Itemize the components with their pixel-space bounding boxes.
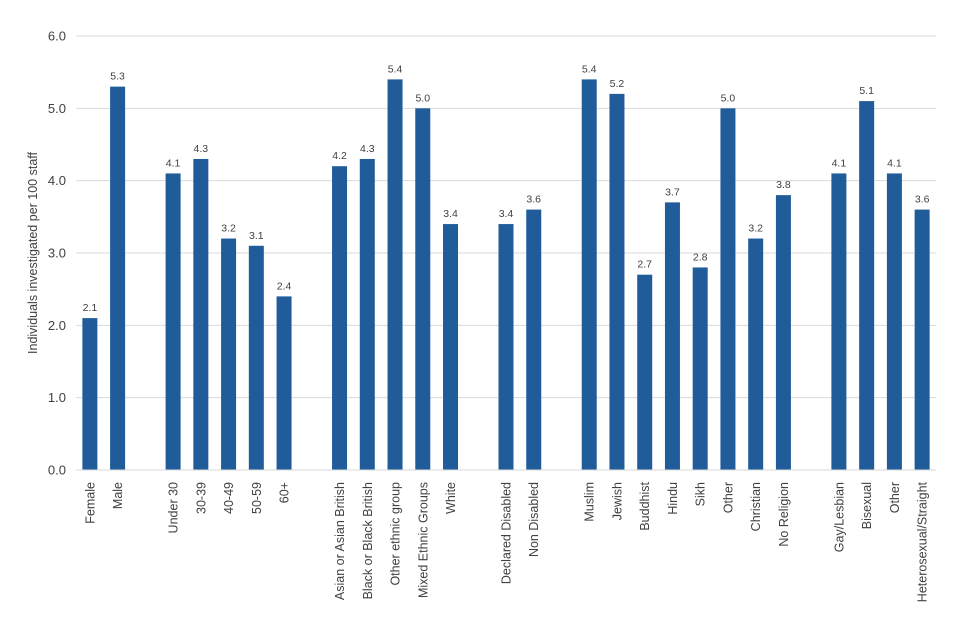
category-label: Other (721, 482, 735, 513)
y-tick-label: 6.0 (48, 29, 66, 44)
category-label: Jewish (610, 482, 624, 520)
data-label: 3.6 (915, 194, 930, 206)
category-label: Non Disabled (527, 482, 541, 557)
bar (359, 158, 375, 470)
bars (82, 79, 930, 471)
bar (720, 108, 736, 470)
category-label: Mixed Ethnic Groups (416, 482, 430, 598)
data-label: 2.1 (83, 302, 98, 314)
y-tick-label: 2.0 (48, 318, 66, 333)
y-axis-title: Individuals investigated per 100 staff (26, 151, 40, 354)
bar (859, 101, 875, 470)
data-label: 4.1 (166, 157, 181, 169)
bar (193, 158, 209, 470)
bar (914, 209, 930, 470)
data-label: 3.7 (665, 186, 680, 198)
data-label: 3.2 (221, 223, 236, 235)
category-label: Male (111, 482, 125, 509)
bar (276, 296, 292, 470)
data-label: 3.4 (499, 208, 514, 220)
data-label: 4.2 (332, 150, 347, 162)
category-label: Other ethnic group (389, 482, 403, 586)
bar (498, 224, 514, 470)
category-label: Christian (749, 482, 763, 531)
data-label: 3.6 (526, 194, 541, 206)
y-tick-label: 4.0 (48, 173, 66, 188)
data-label: 5.4 (388, 63, 403, 75)
category-label: Hindu (666, 482, 680, 515)
category-label: 30-39 (194, 482, 208, 514)
category-label: Under 30 (167, 482, 181, 533)
data-label: 5.1 (859, 85, 874, 97)
y-tick-label: 3.0 (48, 246, 66, 261)
data-label: 3.1 (249, 230, 264, 242)
y-tick-label: 0.0 (48, 463, 66, 478)
bar (637, 274, 653, 470)
category-label: Female (83, 482, 97, 524)
bar (581, 79, 597, 471)
y-tick-label: 5.0 (48, 101, 66, 116)
category-label: Gay/Lesbian (832, 482, 846, 552)
bar (609, 93, 625, 471)
data-label: 5.4 (582, 63, 597, 75)
data-label: 2.7 (637, 259, 652, 271)
category-label: Black or Black British (361, 482, 375, 599)
bar (526, 209, 542, 470)
data-label: 4.1 (887, 157, 902, 169)
category-label: Sikh (694, 482, 708, 506)
category-label: No Religion (777, 482, 791, 547)
data-label: 4.3 (360, 143, 375, 155)
y-tick-label: 1.0 (48, 390, 66, 405)
bar (165, 173, 181, 470)
category-label: Bisexual (860, 482, 874, 529)
bar (248, 245, 264, 470)
data-label: 4.3 (194, 143, 209, 155)
category-label: Heterosexual/Straight (916, 481, 930, 602)
category-label: Declared Disabled (500, 482, 514, 584)
category-label: 60+ (278, 482, 292, 503)
category-label: Other (888, 482, 902, 513)
category-label: Muslim (583, 482, 597, 522)
data-labels: 2.1 5.3 4.1 4.3 3.2 3.1 2.4 4.2 4.3 5.4 5.0 3.4 3.4 3… (83, 63, 930, 314)
bar (886, 173, 902, 470)
bar (692, 267, 708, 470)
bar (387, 79, 403, 471)
data-label: 5.3 (110, 71, 125, 83)
category-label: 50-59 (250, 482, 264, 514)
category-label: Buddhist (638, 481, 652, 530)
category-labels: Female Male Under 30 30-39 40-49 50-59 60+ Asia… (83, 481, 929, 602)
category-label: Asian or Asian British (333, 482, 347, 600)
data-label: 2.4 (277, 280, 292, 292)
bar (82, 318, 98, 470)
bar (415, 108, 431, 470)
bar (831, 173, 847, 470)
bar (332, 166, 348, 470)
bar (443, 224, 459, 470)
data-label: 4.1 (832, 157, 847, 169)
bar (664, 202, 680, 470)
data-label: 3.8 (776, 179, 791, 191)
bar (775, 195, 791, 470)
bar (221, 238, 237, 470)
data-label: 3.2 (748, 223, 763, 235)
bar (748, 238, 764, 470)
data-label: 5.0 (415, 92, 430, 104)
data-label: 2.8 (693, 251, 708, 263)
category-label: 40-49 (222, 482, 236, 514)
data-label: 3.4 (443, 208, 458, 220)
data-label: 5.2 (610, 78, 625, 90)
category-label: White (444, 482, 458, 514)
y-axis-ticks: 0.0 1.0 2.0 3.0 4.0 5.0 6.0 (48, 29, 66, 478)
data-label: 5.0 (721, 92, 736, 104)
bar (110, 86, 126, 470)
